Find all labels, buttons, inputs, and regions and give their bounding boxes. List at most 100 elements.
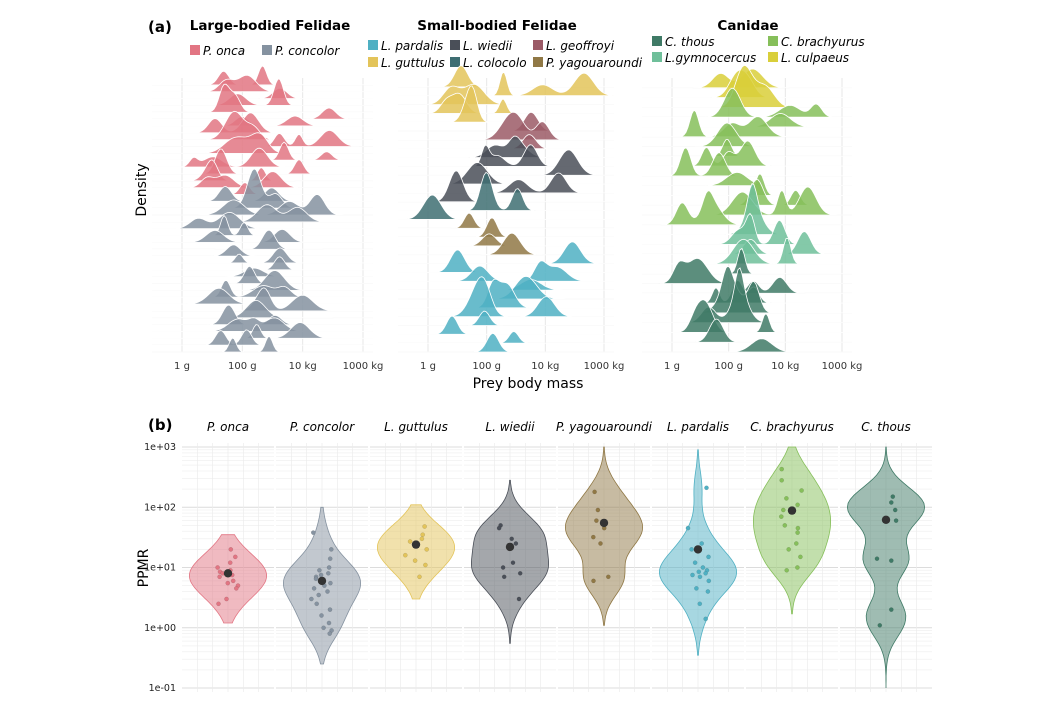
ridges bbox=[151, 65, 374, 353]
group-legend: C. thous C. brachyurus L.gymnocercus L. cul… bbox=[652, 35, 865, 65]
density-ridge bbox=[397, 92, 615, 114]
ridges bbox=[397, 65, 615, 353]
density-ridge bbox=[642, 338, 852, 353]
data-point bbox=[606, 574, 611, 580]
density-ridge bbox=[151, 115, 374, 127]
data-point bbox=[402, 552, 408, 558]
violin-shape bbox=[846, 446, 926, 688]
data-point bbox=[706, 554, 711, 560]
data-point bbox=[232, 554, 238, 560]
data-point bbox=[799, 488, 804, 493]
legend-label: L. geoffroyi bbox=[546, 39, 615, 53]
data-point bbox=[706, 578, 712, 584]
data-point bbox=[692, 560, 698, 566]
density-ridge bbox=[397, 241, 615, 265]
density-ridge bbox=[641, 267, 853, 324]
density-ridge bbox=[151, 204, 374, 223]
y-tick-label: 1e-01 bbox=[149, 683, 176, 694]
density-ridge bbox=[641, 109, 853, 138]
legend-label: P. onca bbox=[203, 44, 245, 58]
data-point bbox=[217, 574, 222, 580]
data-point bbox=[889, 558, 894, 563]
legend-swatch bbox=[768, 52, 778, 62]
legend-label: L. culpaeus bbox=[781, 51, 849, 65]
data-point bbox=[419, 536, 425, 542]
group-title: Small-bodied Felidae bbox=[417, 18, 577, 34]
violin-shape bbox=[753, 446, 831, 615]
density-ridge bbox=[641, 237, 853, 265]
legend-swatch bbox=[368, 40, 378, 50]
x-tick-label: 1 g bbox=[664, 361, 680, 372]
x-tick-label: 100 g bbox=[472, 361, 501, 372]
density-ridge bbox=[641, 299, 853, 333]
legend-swatch bbox=[533, 40, 543, 50]
violin-shape bbox=[564, 446, 644, 626]
density-ridge bbox=[151, 299, 374, 319]
density-ridge bbox=[151, 247, 374, 264]
density-ridge bbox=[151, 65, 374, 86]
data-point bbox=[215, 565, 220, 570]
panel-a-label: (a) bbox=[148, 18, 172, 36]
legend-label: C. thous bbox=[665, 35, 715, 49]
x-tick-label: 1000 kg bbox=[822, 361, 863, 372]
data-point bbox=[327, 607, 333, 612]
data-point bbox=[700, 565, 706, 570]
density-ridge bbox=[152, 78, 373, 106]
median-point bbox=[881, 515, 891, 524]
data-point bbox=[424, 547, 430, 552]
density-ridge bbox=[397, 71, 615, 97]
data-point bbox=[509, 536, 515, 542]
density-ridge bbox=[151, 168, 374, 209]
density-ridge bbox=[641, 318, 853, 343]
data-point bbox=[594, 518, 599, 523]
violin-title: C. thous bbox=[861, 420, 911, 434]
violin-title: L. wiedii bbox=[485, 420, 535, 434]
data-point bbox=[319, 613, 324, 618]
data-point bbox=[591, 534, 596, 540]
density-ridge bbox=[397, 135, 615, 158]
data-point bbox=[592, 489, 597, 495]
density-ridge bbox=[397, 278, 615, 309]
density-ridge bbox=[152, 336, 373, 353]
density-ridge bbox=[397, 212, 615, 229]
density-ridge bbox=[397, 249, 615, 273]
data-point bbox=[782, 523, 788, 528]
data-point bbox=[318, 572, 324, 578]
legend-label: L. colocolo bbox=[463, 56, 527, 70]
data-point bbox=[224, 596, 229, 602]
legend-swatch bbox=[652, 36, 662, 46]
data-point bbox=[230, 578, 236, 584]
data-point bbox=[794, 541, 799, 546]
median-point bbox=[223, 569, 233, 578]
data-point bbox=[694, 586, 699, 591]
data-point bbox=[317, 568, 322, 573]
panel-a: (a) Density Prey body mass Large-bodied … bbox=[134, 18, 865, 392]
density-ridge bbox=[152, 211, 373, 230]
data-point bbox=[704, 485, 709, 491]
data-point bbox=[699, 541, 705, 546]
median-point bbox=[599, 518, 609, 528]
data-point bbox=[779, 477, 785, 483]
data-point bbox=[500, 565, 506, 570]
density-ridge bbox=[151, 147, 374, 168]
group-title: Large-bodied Felidae bbox=[190, 18, 351, 34]
x-tick-label: 100 g bbox=[228, 361, 257, 372]
panel-a-ylabel: Density bbox=[134, 163, 150, 216]
x-tick-label: 100 g bbox=[714, 361, 743, 372]
data-point bbox=[329, 628, 334, 633]
violin-4: P. yagouaroundi bbox=[556, 420, 653, 692]
data-point bbox=[314, 601, 320, 607]
data-point bbox=[595, 507, 601, 513]
violin-title: C. brachyurus bbox=[750, 420, 834, 434]
data-point bbox=[327, 631, 333, 636]
legend-swatch bbox=[652, 52, 662, 62]
data-point bbox=[889, 607, 894, 612]
data-point bbox=[784, 568, 790, 573]
data-point bbox=[420, 532, 426, 538]
median-point bbox=[505, 542, 515, 552]
x-tick-label: 1000 kg bbox=[343, 361, 384, 372]
density-ridge bbox=[641, 87, 853, 118]
legend-swatch bbox=[450, 57, 460, 67]
data-point bbox=[216, 601, 221, 607]
data-point bbox=[313, 576, 319, 582]
